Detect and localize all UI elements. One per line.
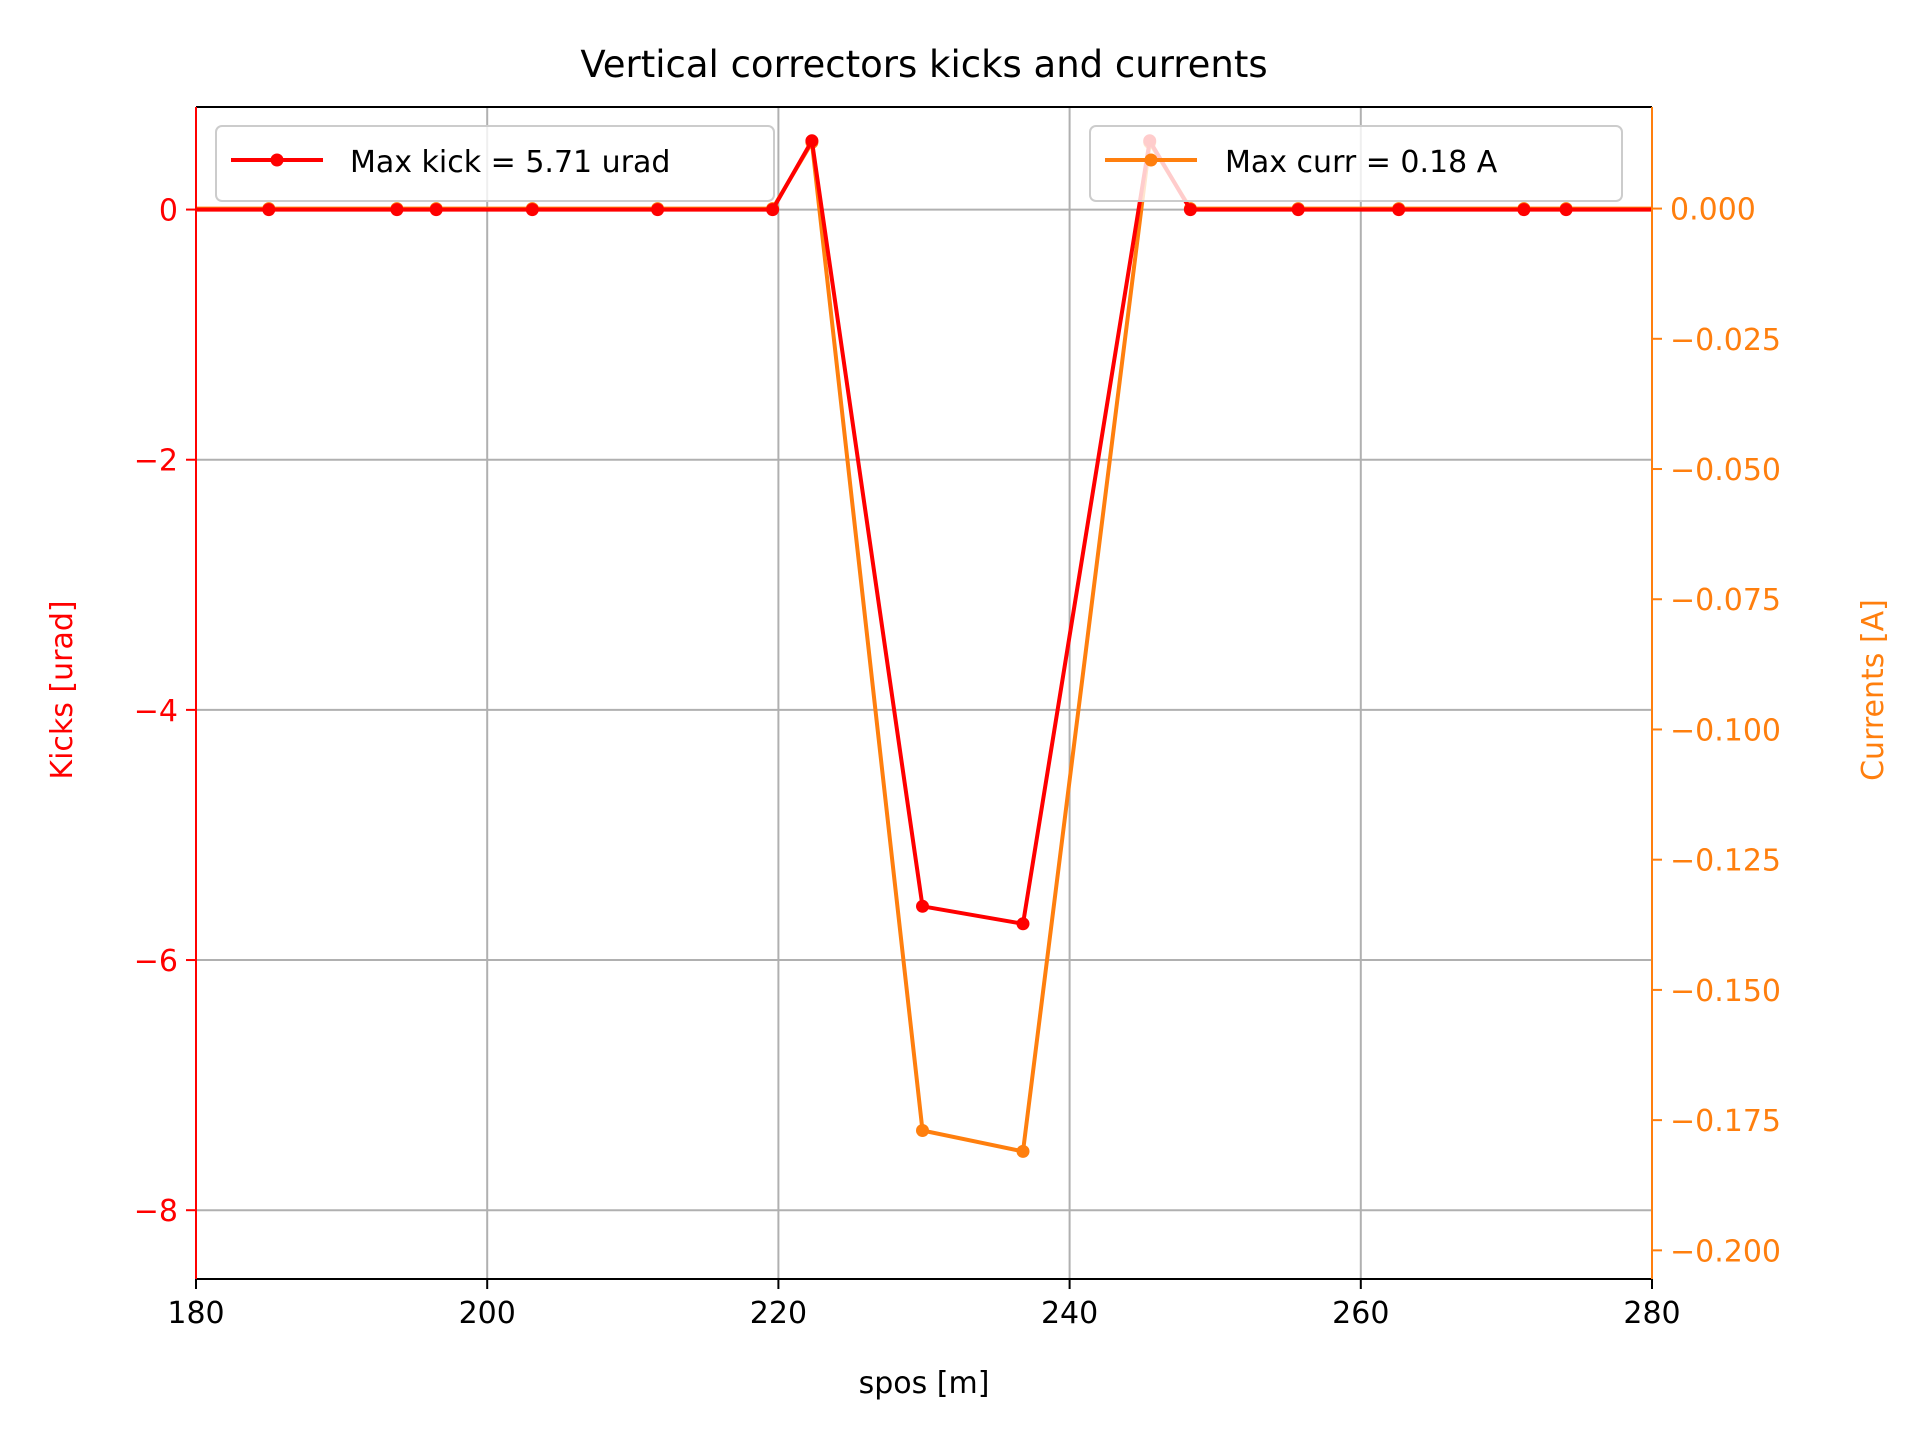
y-tick-label-left-1: −2 [134, 444, 178, 479]
y-tick-label-right-0: 0.000 [1670, 193, 1756, 228]
series-0-point-3 [429, 203, 443, 217]
y-tick-label-right-2: −0.050 [1670, 453, 1781, 488]
series-layer [196, 134, 1652, 1158]
series-0-point-8 [916, 899, 929, 913]
series-0-point-6 [766, 203, 780, 217]
y-tick-label-right-1: −0.025 [1670, 323, 1781, 358]
series-0-point-14 [1517, 203, 1531, 217]
series-0-point-9 [1016, 917, 1030, 931]
series-0-point-15 [1559, 203, 1573, 217]
x-tick-label-5: 280 [1623, 1296, 1680, 1331]
series-1-point-8 [916, 1124, 929, 1137]
legend-right-label: Max curr = 0.18 A [1225, 145, 1498, 180]
y-tick-label-right-3: −0.075 [1670, 583, 1781, 618]
series-1-point-9 [1016, 1144, 1030, 1158]
series-0-point-4 [525, 203, 539, 217]
series-0-point-5 [651, 203, 665, 217]
y-tick-label-right-4: −0.100 [1670, 713, 1781, 748]
series-0-point-7 [805, 134, 819, 148]
series-0-point-13 [1392, 203, 1406, 217]
frame [195, 106, 1653, 1280]
x-tick-label-3: 240 [1041, 1296, 1098, 1331]
legend-left-label: Max kick = 5.71 urad [350, 145, 670, 180]
x-axis-label: spos [m] [859, 1366, 990, 1401]
series-0-point-11 [1183, 203, 1197, 217]
x-tick-label-2: 220 [750, 1296, 807, 1331]
legend-right-box [1089, 125, 1623, 202]
chart-title: Vertical correctors kicks and currents [580, 43, 1267, 86]
legend-left-marker [270, 153, 284, 167]
y-axis-label-right: Currents [A] [1856, 599, 1891, 781]
x-tick-label-0: 180 [167, 1296, 224, 1331]
y-axis-label-left: Kicks [urad] [45, 600, 80, 779]
y-tick-label-left-3: −6 [134, 944, 178, 979]
x-tick-label-4: 260 [1332, 1296, 1389, 1331]
x-tick-label-1: 200 [459, 1296, 516, 1331]
y-tick-label-left-4: −8 [134, 1194, 178, 1229]
legend-right: Max curr = 0.18 A [1089, 125, 1623, 202]
y-tick-label-left-2: −4 [134, 694, 178, 729]
legend-right-marker [1144, 153, 1158, 167]
series-0-point-12 [1291, 203, 1305, 217]
ticks: 180 200 220 240 260 280 0 −2 −4 −6 −8 0.000 −0.025 −0… [134, 193, 1781, 1331]
legend-left: Max kick = 5.71 urad [215, 125, 775, 202]
y-tick-label-right-5: −0.125 [1670, 844, 1781, 879]
series-0-point-1 [262, 203, 276, 217]
series-0-point-2 [390, 203, 404, 217]
y-tick-label-right-6: −0.150 [1670, 974, 1781, 1009]
y-tick-label-right-7: −0.175 [1670, 1104, 1781, 1139]
y-tick-label-right-8: −0.200 [1670, 1234, 1781, 1269]
y-tick-label-left-0: 0 [159, 194, 178, 229]
legend-left-box [215, 125, 775, 202]
